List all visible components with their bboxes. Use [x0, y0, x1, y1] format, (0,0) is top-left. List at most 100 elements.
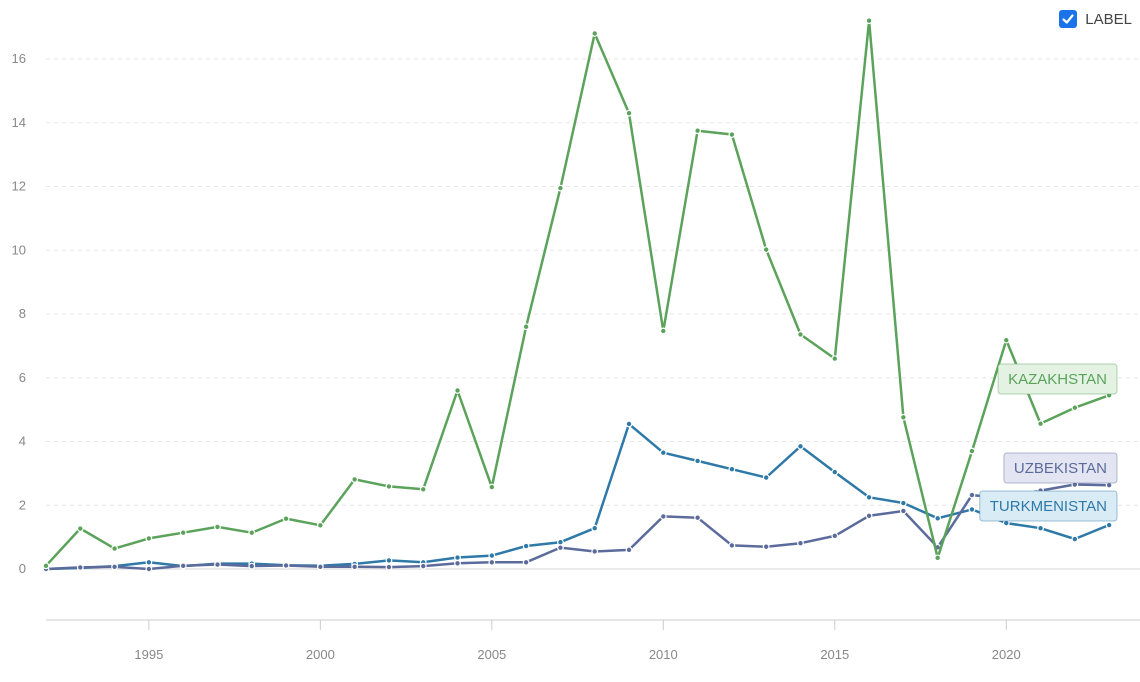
- data-point[interactable]: [625, 420, 633, 428]
- data-point[interactable]: [728, 131, 736, 138]
- data-point[interactable]: [625, 546, 633, 554]
- data-point[interactable]: [522, 542, 530, 550]
- x-tick-label: 2015: [820, 647, 849, 662]
- data-point[interactable]: [865, 493, 873, 501]
- data-point[interactable]: [385, 483, 393, 490]
- y-tick-label: 14: [12, 115, 26, 130]
- data-point[interactable]: [214, 561, 221, 568]
- data-point[interactable]: [419, 485, 427, 493]
- data-point[interactable]: [797, 331, 804, 338]
- data-point[interactable]: [968, 447, 976, 455]
- data-point[interactable]: [1105, 521, 1113, 529]
- data-point[interactable]: [454, 554, 461, 561]
- data-point[interactable]: [248, 529, 256, 537]
- data-point[interactable]: [145, 558, 153, 566]
- data-point[interactable]: [831, 532, 839, 540]
- data-point[interactable]: [797, 539, 804, 547]
- series-labels: KAZAKHSTAN UZBEKISTAN TURKMENISTAN: [979, 363, 1118, 522]
- data-point[interactable]: [385, 563, 393, 571]
- data-point[interactable]: [728, 465, 736, 473]
- data-point[interactable]: [1071, 404, 1079, 412]
- data-point[interactable]: [454, 559, 461, 567]
- data-point[interactable]: [351, 563, 359, 571]
- y-tick-label: 0: [19, 561, 26, 576]
- grid-lines: [46, 58, 1140, 570]
- data-point[interactable]: [385, 556, 393, 564]
- x-tick-label: 2010: [649, 647, 678, 662]
- data-point[interactable]: [762, 474, 770, 481]
- data-point[interactable]: [1071, 535, 1079, 543]
- data-point[interactable]: [419, 562, 427, 570]
- data-point[interactable]: [214, 523, 221, 531]
- data-point[interactable]: [282, 562, 290, 569]
- data-point[interactable]: [762, 246, 770, 254]
- data-point[interactable]: [762, 543, 770, 551]
- data-point[interactable]: [968, 505, 976, 513]
- data-point[interactable]: [899, 507, 907, 515]
- data-point[interactable]: [591, 30, 599, 37]
- data-point[interactable]: [831, 355, 839, 363]
- series-line-turkmenistan: [44, 422, 1111, 571]
- data-point[interactable]: [42, 562, 50, 570]
- data-point[interactable]: [1002, 336, 1010, 344]
- data-point[interactable]: [522, 558, 530, 566]
- y-tick-label: 2: [19, 497, 26, 512]
- data-point[interactable]: [934, 554, 942, 562]
- data-point[interactable]: [865, 17, 873, 25]
- data-point[interactable]: [1037, 524, 1044, 532]
- data-point[interactable]: [591, 548, 599, 555]
- data-point[interactable]: [76, 525, 84, 532]
- x-tick-label: 2020: [992, 647, 1021, 662]
- data-point[interactable]: [316, 563, 324, 571]
- data-point[interactable]: [488, 483, 496, 491]
- data-point[interactable]: [865, 512, 873, 520]
- y-tick-label: 6: [19, 370, 26, 385]
- series-label-text: TURKMENISTAN: [990, 498, 1107, 515]
- y-tick-label: 16: [12, 51, 26, 66]
- data-point[interactable]: [899, 413, 907, 421]
- data-point[interactable]: [968, 491, 976, 499]
- data-point[interactable]: [659, 449, 667, 457]
- data-point[interactable]: [694, 127, 701, 135]
- data-point[interactable]: [694, 457, 701, 465]
- data-point[interactable]: [557, 544, 564, 552]
- data-point[interactable]: [899, 499, 907, 507]
- data-point[interactable]: [111, 563, 118, 571]
- x-axis-ticks: 1995 2000 2005 2010 2015 2020: [46, 619, 1140, 662]
- x-tick-label: 2000: [306, 647, 335, 662]
- data-point[interactable]: [1037, 420, 1044, 428]
- data-point[interactable]: [522, 323, 530, 331]
- label-toggle-text: LABEL: [1085, 10, 1132, 28]
- data-point[interactable]: [488, 558, 496, 566]
- data-point[interactable]: [694, 514, 701, 522]
- data-point[interactable]: [659, 327, 667, 335]
- series-uzbekistan: [42, 481, 1113, 573]
- data-point[interactable]: [145, 565, 153, 573]
- data-point[interactable]: [282, 515, 290, 523]
- data-point[interactable]: [179, 562, 187, 570]
- data-point[interactable]: [934, 514, 942, 522]
- label-checkbox[interactable]: [1059, 10, 1078, 28]
- data-point[interactable]: [557, 184, 564, 192]
- series-label-turkmenistan: TURKMENISTAN: [979, 490, 1118, 522]
- data-point[interactable]: [351, 476, 359, 483]
- data-point[interactable]: [179, 529, 187, 537]
- data-point[interactable]: [831, 468, 839, 476]
- label-toggle[interactable]: LABEL: [1059, 10, 1132, 28]
- data-point[interactable]: [797, 442, 804, 450]
- data-point[interactable]: [145, 535, 153, 542]
- data-point[interactable]: [316, 521, 324, 529]
- data-point[interactable]: [625, 109, 633, 117]
- data-point[interactable]: [248, 562, 256, 570]
- data-point[interactable]: [111, 545, 118, 552]
- y-tick-label: 8: [19, 306, 26, 321]
- data-point[interactable]: [659, 513, 667, 520]
- data-point[interactable]: [488, 552, 496, 560]
- data-point[interactable]: [557, 538, 564, 546]
- data-point[interactable]: [728, 542, 736, 549]
- y-axis-ticks: 0 2 4 6 8 10 12 14 16: [12, 51, 26, 576]
- data-point[interactable]: [76, 564, 84, 571]
- data-point[interactable]: [591, 524, 599, 532]
- data-point[interactable]: [454, 387, 461, 394]
